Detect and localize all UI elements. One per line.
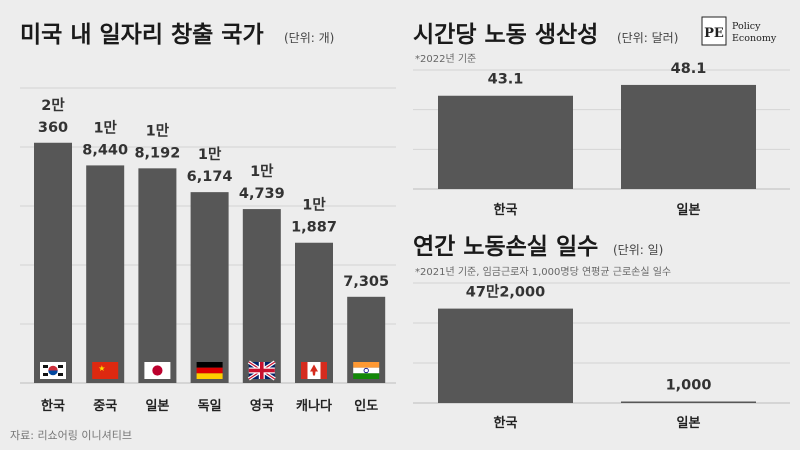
x-tick-label: 중국 xyxy=(93,399,117,414)
logo-mark: PE xyxy=(704,26,724,41)
bar-한국 xyxy=(438,308,573,403)
bar-value-label-unit: 1만 xyxy=(93,119,117,136)
chart3-unit: (단위: 일) xyxy=(613,243,663,257)
flag-japan-icon xyxy=(144,362,171,379)
bar-value-label: 1,000 xyxy=(666,378,712,394)
flag-uk-icon xyxy=(247,360,276,381)
bar-value-label-unit: 1만 xyxy=(198,146,222,163)
bar-한국 xyxy=(34,142,72,383)
chart2-title: 시간당 노동 생산성 xyxy=(413,22,598,48)
bar-value-label: 1,887 xyxy=(291,220,337,236)
x-tick-label: 한국 xyxy=(494,202,518,218)
source-note: 자료: 리쇼어링 이니셔티브 xyxy=(10,429,132,442)
x-tick-label: 일본 xyxy=(677,416,701,431)
chart1-title: 미국 내 일자리 창출 국가 xyxy=(20,22,264,48)
bar-value-label-unit: 1만 xyxy=(250,163,274,180)
x-tick-label: 인도 xyxy=(354,398,378,414)
x-tick-label: 한국 xyxy=(41,398,65,414)
bar-캐나다 xyxy=(295,242,333,383)
chart2-unit: (단위: 달러) xyxy=(617,31,678,45)
bar-중국 xyxy=(86,165,125,383)
logo-line1: Policy xyxy=(732,21,761,32)
bar-value-label-unit: 1만 xyxy=(146,122,170,139)
flag-korea-icon xyxy=(40,362,66,379)
bar-value-label: 7,305 xyxy=(343,274,389,290)
bar-일본 xyxy=(621,84,756,189)
flag-germany-icon xyxy=(196,362,223,379)
bar-한국 xyxy=(438,95,573,189)
bar-value-label: 8,440 xyxy=(82,142,128,158)
bar-영국 xyxy=(242,209,281,383)
flag-china-icon: ★ xyxy=(92,362,119,379)
bar-value-label: 4,739 xyxy=(239,186,285,202)
bar-value-label: 47만2,000 xyxy=(466,284,545,301)
bar-일본 xyxy=(621,401,756,403)
x-tick-label: 한국 xyxy=(494,415,518,431)
flag-canada-icon xyxy=(301,362,327,379)
chart2-note: *2022년 기준 xyxy=(415,53,476,65)
flag-india-icon xyxy=(353,362,380,379)
chart3-labor-loss-days: 47만2,000 한국 1,000 일본 xyxy=(413,282,790,431)
x-tick-label: 캐나다 xyxy=(296,398,332,414)
chart2-labor-productivity: 43.1 한국 48.1 일본 xyxy=(413,61,790,218)
x-tick-label: 독일 xyxy=(198,399,222,414)
x-tick-label: 일본 xyxy=(145,399,169,414)
logo-line2: Economy xyxy=(732,33,777,44)
chart1-unit: (단위: 개) xyxy=(284,31,334,45)
svg-text:★: ★ xyxy=(98,364,105,373)
chart3-title: 연간 노동손실 일수 xyxy=(413,234,598,260)
bar-value-label: 48.1 xyxy=(671,61,707,77)
bar-value-label: 43.1 xyxy=(488,72,524,88)
bar-독일 xyxy=(190,192,229,383)
x-tick-label: 일본 xyxy=(677,203,701,218)
bar-일본 xyxy=(138,168,177,383)
x-tick-label: 영국 xyxy=(250,399,274,414)
chart3-note: *2021년 기준, 임금근로자 1,000명당 연평균 근로손실 일수 xyxy=(415,265,671,278)
bar-value-label: 360 xyxy=(38,120,68,136)
bar-value-label-unit: 2만 xyxy=(41,97,65,114)
policy-economy-logo: PE Policy Economy xyxy=(701,16,777,46)
bar-value-label: 6,174 xyxy=(187,169,233,185)
bar-value-label: 8,192 xyxy=(134,145,180,161)
bar-value-label-unit: 1만 xyxy=(302,197,326,214)
